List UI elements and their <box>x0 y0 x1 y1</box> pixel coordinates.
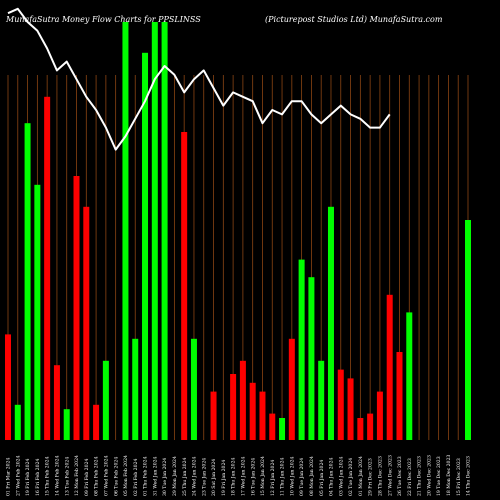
x-tick-label: 04 Thu Jan 2024 <box>329 457 335 496</box>
chart-subtitle: (Picturepost Studios Ltd) MunafaSutra.co… <box>265 15 443 24</box>
volume-bar <box>63 409 70 440</box>
x-tick-label: 10 Wed Jan 2024 <box>289 456 295 496</box>
volume-bar <box>24 123 31 440</box>
volume-bar <box>181 132 188 440</box>
x-tick-label: 09 Fri Feb 2024 <box>84 459 90 496</box>
volume-bar <box>357 418 364 440</box>
volume-bar <box>327 206 334 440</box>
x-tick-label: 01 Mon Jan 2024 <box>358 456 364 496</box>
x-tick-label: 07 Wed Feb 2024 <box>103 455 109 496</box>
x-tick-label: 27 Wed Dec 2023 <box>387 455 393 496</box>
volume-bar <box>318 360 325 440</box>
x-tick-label: 15 Mon Jan 2024 <box>260 456 266 496</box>
price-line <box>7 7 391 151</box>
x-tick-label: 31 Wed Jan 2024 <box>152 456 158 496</box>
x-tick-label: 18 Thu Jan 2024 <box>231 457 237 496</box>
x-tick-label: 02 Fri Feb 2024 <box>133 459 139 496</box>
x-tick-label: 23 Tue Jan 2024 <box>201 458 207 496</box>
volume-bar <box>249 382 256 440</box>
volume-bar <box>288 338 295 440</box>
x-tick-label: 11 Thu Jan 2024 <box>280 457 286 496</box>
volume-bar <box>465 220 471 440</box>
x-tick-label: 29 Mon Jan 2024 <box>172 456 178 496</box>
volume-bar <box>279 418 286 440</box>
volume-bar <box>14 404 21 440</box>
volume-bar <box>230 374 237 440</box>
volume-bar <box>83 206 90 440</box>
x-tick-label: 29 Fri Dec 2023 <box>368 458 374 496</box>
volume-bar <box>347 378 354 440</box>
x-tick-label: 19 Fri Feb 2024 <box>25 459 31 496</box>
volume-bar <box>308 277 315 440</box>
x-tick-label: 21 Thu Dec 2023 <box>417 456 423 496</box>
x-tick-label: 27 Wed Feb 2024 <box>15 455 21 496</box>
x-tick-label: 24 Wed Jan 2024 <box>192 456 198 496</box>
x-tick-label: 20 Wed Dec 2023 <box>426 455 432 496</box>
volume-bar <box>337 369 344 440</box>
x-tick-label: 14 Wed Feb 2024 <box>55 455 61 496</box>
x-tick-label: 15 Fri Dec 2023 <box>456 458 462 496</box>
volume-bar <box>298 259 305 440</box>
volume-bar <box>142 52 149 441</box>
volume-bar <box>73 176 80 440</box>
x-tick-label: 16 Fri Feb 2024 <box>35 459 41 496</box>
volume-bar <box>269 413 276 440</box>
volume-bar <box>259 391 266 440</box>
chart-title: MunafaSutra Money Flow Charts for PPSLIN… <box>5 15 201 24</box>
x-tick-label: 30 Tue Jan 2024 <box>162 458 168 496</box>
x-tick-label: 01 Fri Mar 2024 <box>6 458 12 496</box>
volume-bar <box>190 338 197 440</box>
x-tick-label: 08 Thu Feb 2024 <box>94 456 100 496</box>
volume-bar <box>376 391 383 440</box>
x-tick-label: 01 Thu Feb 2024 <box>143 456 149 496</box>
x-tick-label: 08 Mon Jan 2024 <box>309 456 315 496</box>
volume-bar <box>386 294 393 440</box>
volume-bar <box>5 334 11 440</box>
volume-bar <box>34 184 41 440</box>
volume-bar <box>122 22 129 440</box>
volume-bar <box>102 360 109 440</box>
x-tick-label: 18 Mon Dec 2023 <box>446 455 452 496</box>
volume-bar <box>44 96 51 441</box>
x-tick-label: 05 Mon Feb 2024 <box>123 455 129 496</box>
volume-bar <box>396 352 403 440</box>
volume-bars <box>5 22 471 441</box>
volume-bar <box>161 22 168 440</box>
x-tick-label: 16 Tue Jan 2024 <box>250 458 256 496</box>
x-tick-label: 13 Tue Feb 2024 <box>64 457 70 496</box>
x-tick-label: 25 Thu Jan 2024 <box>182 457 188 496</box>
x-tick-label: 15 Thu Feb 2024 <box>45 456 51 496</box>
x-tick-label: 09 Tue Jan 2024 <box>299 458 305 496</box>
volume-bar <box>210 391 217 440</box>
volume-bar <box>406 312 413 440</box>
volume-bar <box>367 413 374 440</box>
x-tick-label: 19 Fri Jan 2024 <box>221 460 227 496</box>
x-tick-label: 14 Thu Dec 2023 <box>466 456 472 496</box>
volume-bar <box>132 338 139 440</box>
x-tick-label: 12 Fri Jan 2024 <box>270 460 276 496</box>
x-tick-label: 03 Wed Jan 2024 <box>338 456 344 496</box>
x-tick-label: 28 Thu Dec 2023 <box>378 456 384 496</box>
x-tick-label: 12 Mon Feb 2024 <box>74 455 80 496</box>
x-tick-label: 02 Tue Jan 2024 <box>348 458 354 496</box>
x-tick-label: 20 Sat Jan 2024 <box>211 459 217 496</box>
x-tick-labels: 01 Fri Mar 2024 27 Wed Feb 2024 19 Fri Feb… <box>6 455 472 496</box>
x-tick-label: 17 Wed Jan 2024 <box>240 456 246 496</box>
x-tick-label: 26 Tue Dec 2023 <box>397 456 403 496</box>
x-tick-label: 06 Tue Feb 2024 <box>113 457 119 496</box>
x-tick-label: 22 Fri Dec 2023 <box>407 458 413 496</box>
volume-bar <box>93 404 100 440</box>
x-tick-label: 05 Fri Jan 2024 <box>319 460 325 496</box>
volume-bar <box>53 365 60 440</box>
volume-bar <box>151 22 158 440</box>
volume-bar <box>239 360 246 440</box>
x-tick-label: 19 Tue Dec 2023 <box>436 456 442 496</box>
